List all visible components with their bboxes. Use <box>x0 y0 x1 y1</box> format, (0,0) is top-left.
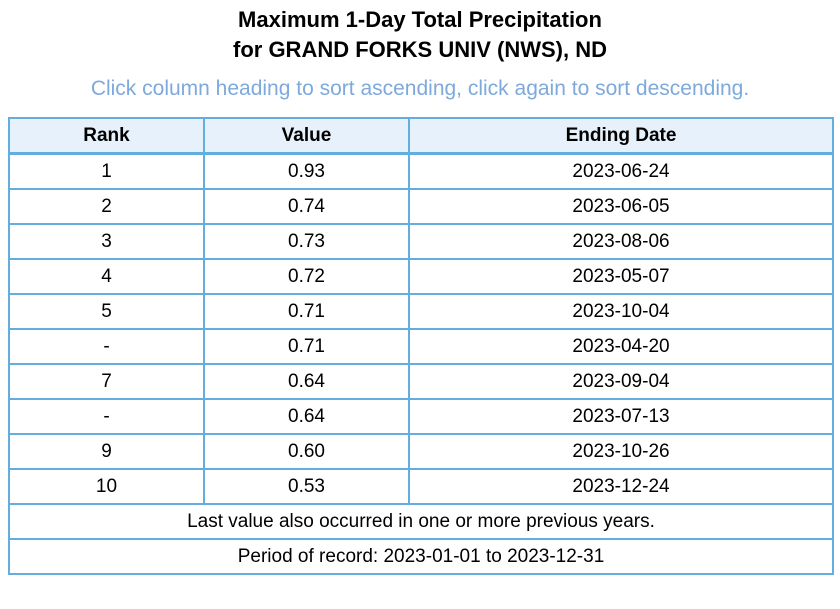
footnote-period-of-record: Period of record: 2023-01-01 to 2023-12-… <box>8 538 834 575</box>
table-row: 10 0.53 2023-12-24 <box>8 468 834 505</box>
table-footer: Last value also occurred in one or more … <box>8 503 834 575</box>
date-cell: 2023-10-26 <box>408 433 834 470</box>
footnote-tied-values: Last value also occurred in one or more … <box>8 503 834 540</box>
table-row: -0.71 2023-04-20 <box>8 328 834 365</box>
date-cell: 2023-05-07 <box>408 258 834 295</box>
table-row: 1 0.93 2023-06-24 <box>8 152 834 190</box>
page-title-line1: Maximum 1-Day Total Precipitation <box>238 7 602 32</box>
value-cell: 0.64 <box>203 363 410 400</box>
rank-cell: 2 <box>8 188 205 225</box>
records-table: Rank Value Ending Date 1 0.93 2023-06-24 2 0… <box>8 117 834 575</box>
table-header: Rank Value Ending Date <box>8 117 834 155</box>
page-title: Maximum 1-Day Total Precipitation for GR… <box>0 5 840 65</box>
table-row: 7 0.64 2023-09-04 <box>8 363 834 400</box>
column-header-rank[interactable]: Rank <box>8 117 205 155</box>
date-cell: 2023-04-20 <box>408 328 834 365</box>
date-cell: 2023-12-24 <box>408 468 834 505</box>
date-cell: 2023-06-05 <box>408 188 834 225</box>
value-cell: 0.71 <box>203 328 410 365</box>
sort-instruction: Click column heading to sort ascending, … <box>90 77 750 100</box>
rank-cell: 9 <box>8 433 205 470</box>
header-row: Rank Value Ending Date <box>8 117 834 155</box>
rank-cell: 5 <box>8 293 205 330</box>
date-cell: 2023-07-13 <box>408 398 834 435</box>
value-cell: 0.71 <box>203 293 410 330</box>
value-cell: 0.72 <box>203 258 410 295</box>
date-cell: 2023-10-04 <box>408 293 834 330</box>
page-title-line2: for GRAND FORKS UNIV (NWS), ND <box>233 37 607 62</box>
rank-cell: 3 <box>8 223 205 260</box>
rank-cell: 7 <box>8 363 205 400</box>
table-row: 5 0.71 2023-10-04 <box>8 293 834 330</box>
table-row: 3 0.73 2023-08-06 <box>8 223 834 260</box>
rank-cell: 10 <box>8 468 205 505</box>
value-cell: 0.64 <box>203 398 410 435</box>
rank-cell: 1 <box>8 152 205 190</box>
column-header-ending-date[interactable]: Ending Date <box>408 117 834 155</box>
column-header-value[interactable]: Value <box>203 117 410 155</box>
table-body: 1 0.93 2023-06-24 2 0.74 2023-06-05 3 0.73 2023-… <box>8 152 834 505</box>
value-cell: 0.73 <box>203 223 410 260</box>
table-row: 9 0.60 2023-10-26 <box>8 433 834 470</box>
table-row: 4 0.72 2023-05-07 <box>8 258 834 295</box>
date-cell: 2023-08-06 <box>408 223 834 260</box>
value-cell: 0.74 <box>203 188 410 225</box>
footnote-row: Period of record: 2023-01-01 to 2023-12-… <box>8 538 834 575</box>
table-row: -0.64 2023-07-13 <box>8 398 834 435</box>
date-cell: 2023-06-24 <box>408 152 834 190</box>
rank-cell: - <box>8 328 205 365</box>
value-cell: 0.93 <box>203 152 410 190</box>
value-cell: 0.60 <box>203 433 410 470</box>
rank-cell: 4 <box>8 258 205 295</box>
table-row: 2 0.74 2023-06-05 <box>8 188 834 225</box>
value-cell: 0.53 <box>203 468 410 505</box>
rank-cell: - <box>8 398 205 435</box>
footnote-row: Last value also occurred in one or more … <box>8 503 834 540</box>
date-cell: 2023-09-04 <box>408 363 834 400</box>
